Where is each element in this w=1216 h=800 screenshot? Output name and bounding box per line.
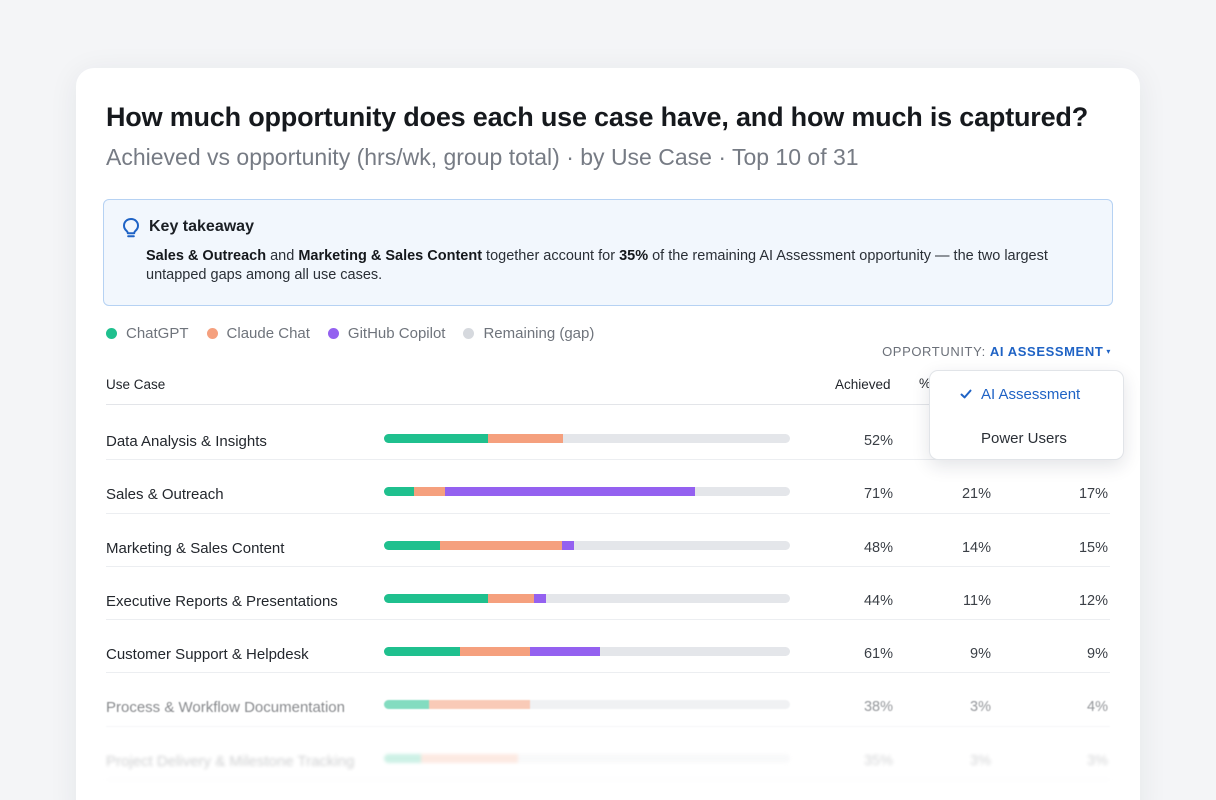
use-case-name: Marketing & Sales Content bbox=[106, 539, 285, 557]
bar-segment-claude bbox=[440, 540, 562, 550]
table-row[interactable]: Customer Support & Helpdesk 61% 9% 9% bbox=[106, 620, 1110, 674]
col-achieved[interactable]: Achieved bbox=[835, 377, 891, 392]
col3-value: 3% bbox=[1087, 752, 1108, 769]
progress-bar bbox=[384, 540, 790, 550]
bar-segment-copilot bbox=[444, 487, 695, 497]
col2-value: 21% bbox=[961, 486, 991, 503]
legend-dot bbox=[463, 328, 475, 339]
bar-segment-chatgpt bbox=[384, 700, 429, 710]
dropdown-option-ai-assessment[interactable]: AI Assessment bbox=[981, 386, 1081, 403]
use-case-name: Sales & Outreach bbox=[106, 486, 224, 504]
use-case-name: Process & Workflow Documentation bbox=[106, 699, 345, 717]
bar-segment-claude bbox=[414, 487, 445, 497]
chart-title: How much opportunity does each use case … bbox=[106, 102, 1089, 132]
chart-subtitle: Achieved vs opportunity (hrs/wk, group t… bbox=[106, 144, 859, 170]
bar-segment-chatgpt bbox=[384, 434, 488, 443]
opportunity-label: OPPORTUNITY: bbox=[882, 344, 986, 359]
col2-value: 3% bbox=[970, 699, 991, 716]
bar-segment-chatgpt bbox=[384, 487, 415, 497]
legend-item-claude: Claude Chat bbox=[206, 325, 310, 342]
opportunity-selector[interactable]: OPPORTUNITY: AI ASSESSMENT ▾ bbox=[882, 344, 1111, 359]
use-case-name: Executive Reports & Presentations bbox=[106, 592, 338, 610]
col-use-case[interactable]: Use Case bbox=[106, 377, 166, 392]
achieved-value: 71% bbox=[863, 486, 893, 503]
progress-bar bbox=[384, 434, 790, 443]
col-pct-partial: % bbox=[919, 376, 932, 391]
col2-value: 14% bbox=[961, 539, 991, 556]
caret-down-icon[interactable]: ▾ bbox=[1106, 347, 1111, 356]
lightbulb-icon bbox=[123, 218, 139, 238]
use-case-name: Data Analysis & Insights bbox=[106, 433, 267, 450]
bar-segment-claude bbox=[420, 753, 518, 763]
takeaway-title: Key takeaway bbox=[149, 218, 254, 235]
col3-value: 9% bbox=[1087, 646, 1108, 663]
achieved-value: 38% bbox=[863, 699, 893, 716]
table-row[interactable]: Sales & Outreach 71% 21% 17% bbox=[106, 460, 1110, 514]
use-case-name: Project Delivery & Milestone Tracking bbox=[106, 752, 355, 770]
table-row[interactable]: Project Delivery & Milestone Tracking 35%… bbox=[106, 727, 1110, 781]
achieved-value: 61% bbox=[863, 646, 893, 663]
bar-segment-claude bbox=[487, 434, 563, 443]
bar-segment-claude bbox=[487, 593, 535, 603]
dropdown-option-power-users[interactable]: Power Users bbox=[981, 430, 1067, 447]
progress-bar bbox=[384, 753, 790, 763]
bar-segment-copilot bbox=[534, 593, 547, 603]
legend-item-chatgpt: ChatGPT bbox=[106, 325, 189, 342]
bar-segment-copilot bbox=[561, 540, 574, 550]
bar-segment-copilot bbox=[530, 647, 600, 657]
table-row[interactable]: Data Analysis & Insights 52% bbox=[106, 407, 1110, 461]
opportunity-dropdown: AI Assessment Power Users bbox=[929, 370, 1124, 460]
table-row[interactable]: Executive Reports & Presentations 44% 11% 1… bbox=[106, 567, 1110, 621]
progress-bar bbox=[384, 487, 790, 497]
table-body: Data Analysis & Insights 52% Sales & Outre… bbox=[106, 407, 1110, 781]
legend-dot bbox=[106, 328, 117, 339]
legend-item-copilot: GitHub Copilot bbox=[327, 325, 445, 342]
bar-segment-claude bbox=[460, 647, 531, 657]
achieved-value: 44% bbox=[863, 592, 893, 609]
achieved-value: 52% bbox=[863, 433, 893, 449]
table-header: Use Case Achieved bbox=[106, 374, 1110, 405]
table-row[interactable]: Process & Workflow Documentation 38% 3% 4% bbox=[106, 673, 1110, 727]
progress-bar bbox=[384, 700, 790, 710]
progress-bar bbox=[384, 647, 790, 657]
check-icon bbox=[960, 389, 972, 399]
bar-segment-chatgpt bbox=[384, 647, 461, 657]
col2-value: 3% bbox=[970, 752, 991, 769]
bar-segment-chatgpt bbox=[384, 753, 421, 763]
legend-dot bbox=[327, 328, 339, 339]
legend: ChatGPT Claude Chat GitHub Copilot Remai… bbox=[106, 325, 594, 342]
opportunity-value[interactable]: AI ASSESSMENT bbox=[989, 344, 1104, 359]
table-row[interactable]: Marketing & Sales Content 48% 14% 15% bbox=[106, 514, 1110, 567]
legend-dot bbox=[206, 328, 218, 339]
col3-value: 15% bbox=[1078, 539, 1108, 556]
bar-segment-claude bbox=[428, 700, 531, 710]
progress-bar bbox=[384, 593, 790, 603]
col2-value: 9% bbox=[970, 646, 991, 663]
col2-value: 11% bbox=[963, 592, 991, 609]
bar-segment-chatgpt bbox=[384, 540, 441, 550]
legend-item-gap: Remaining (gap) bbox=[463, 325, 594, 342]
bar-segment-chatgpt bbox=[384, 593, 488, 603]
col3-value: 12% bbox=[1078, 592, 1108, 609]
achieved-value: 35% bbox=[863, 752, 893, 769]
key-takeaway-box: Key takeaway Sales & Outreach and Market… bbox=[103, 199, 1113, 306]
col3-value: 17% bbox=[1078, 486, 1108, 503]
col3-value: 4% bbox=[1087, 699, 1108, 716]
use-case-name: Customer Support & Helpdesk bbox=[106, 646, 309, 664]
takeaway-text: Sales & Outreach and Marketing & Sales C… bbox=[146, 248, 1048, 283]
achieved-value: 48% bbox=[863, 539, 893, 556]
